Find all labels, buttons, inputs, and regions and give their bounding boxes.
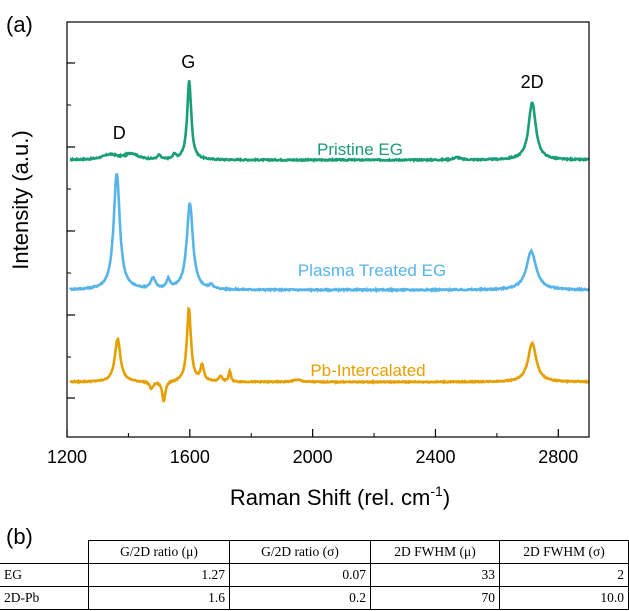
peak-annotation-g: G (181, 52, 195, 72)
peak-annotation-d: D (113, 123, 126, 143)
peak-annotation-2d: 2D (521, 72, 544, 92)
series-label-3: Pb-Intercalated (310, 361, 425, 380)
table-cell: 0.2 (229, 586, 371, 610)
series-label-2: Plasma Treated EG (298, 261, 446, 280)
table-cell: 1.6 (88, 586, 230, 610)
plot-frame (66, 21, 590, 438)
table-cell: 0.07 (229, 563, 371, 587)
x-axis-label-sup: -1 (430, 483, 443, 499)
x-axis-label-end: ) (443, 485, 450, 510)
stats-table-wrap: G/2D ratio (μ) G/2D ratio (σ) 2D FWHM (μ… (0, 540, 629, 610)
table-row: EG 1.27 0.07 33 2 (0, 563, 629, 587)
series-line-2 (68, 173, 590, 294)
table-header-g2d-sigma: G/2D ratio (σ) (229, 540, 371, 564)
table-header-fwhm-mean: 2D FWHM (μ) (370, 540, 500, 564)
table-cell: 1.27 (88, 563, 230, 587)
series-line-1 (69, 80, 590, 164)
table-header-g2d-mean: G/2D ratio (μ) (88, 540, 230, 564)
stats-table: G/2D ratio (μ) G/2D ratio (σ) 2D FWHM (μ… (0, 540, 629, 610)
x-axis-label: Raman Shift (rel. cm-1) (230, 483, 450, 510)
x-tick-label: 2400 (415, 447, 455, 467)
labels-layer: Pristine EG Plasma Treated EG Pb-Intercala… (113, 52, 544, 380)
series-line-3 (69, 306, 590, 403)
table-header-row: G/2D ratio (μ) G/2D ratio (σ) 2D FWHM (μ… (0, 540, 629, 564)
x-tick-label: 2000 (293, 447, 333, 467)
series-label-1: Pristine EG (317, 140, 403, 159)
x-tick-label: 2800 (538, 447, 578, 467)
series-layer (68, 80, 590, 403)
table-row: 2D-Pb 1.6 0.2 70 10.0 (0, 586, 629, 610)
table-cell: 70 (370, 586, 500, 610)
axes-layer: 1200 1600 2000 2400 2800 (47, 21, 590, 467)
y-axis-label: Intensity (a.u.) (8, 130, 33, 269)
x-axis-label-main: Raman Shift (rel. cm (230, 485, 431, 510)
table-row-label: EG (0, 563, 89, 587)
raman-chart: 1200 1600 2000 2400 2800 Pristine EG Plasma T… (8, 21, 590, 510)
x-tick-label: 1200 (47, 447, 87, 467)
table-row-label: 2D-Pb (0, 586, 89, 610)
table-cell: 33 (370, 563, 500, 587)
panel-a-label: (a) (6, 12, 33, 37)
x-tick-label: 1600 (170, 447, 210, 467)
table-header-fwhm-sigma: 2D FWHM (σ) (499, 540, 629, 564)
table-corner-cell (0, 540, 89, 564)
table-cell: 2 (499, 563, 629, 587)
table-cell: 10.0 (499, 586, 629, 610)
